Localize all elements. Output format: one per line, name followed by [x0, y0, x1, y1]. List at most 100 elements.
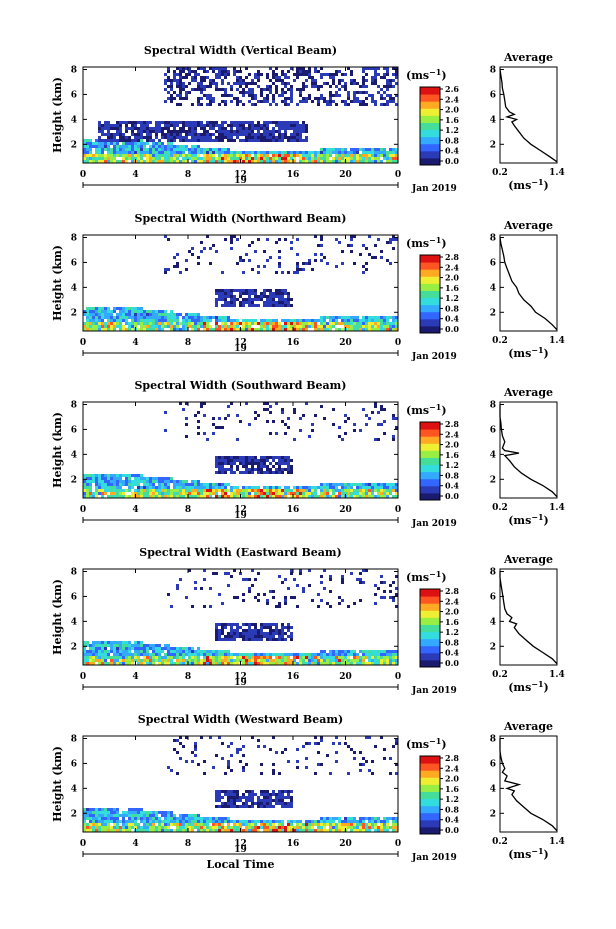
heatmap-cell: [350, 483, 353, 486]
heatmap-cell: [209, 160, 212, 163]
heatmap-cell: [305, 127, 308, 130]
heatmap-cell: [245, 130, 248, 133]
heatmap-cell: [134, 136, 137, 139]
heatmap-cell: [338, 148, 341, 151]
heatmap-cell: [134, 647, 137, 650]
heatmap-cell: [350, 148, 353, 151]
heatmap-cell: [101, 139, 104, 142]
heatmap-cell: [383, 581, 386, 584]
heatmap-cell: [233, 151, 236, 154]
heatmap-cell: [119, 325, 122, 328]
heatmap-cell: [104, 641, 107, 644]
heatmap-cell: [305, 495, 308, 498]
heatmap-cell: [185, 435, 188, 438]
heatmap-cell: [167, 127, 170, 130]
heatmap-cell: [218, 160, 221, 163]
heatmap-cell: [275, 325, 278, 328]
heatmap-cell: [341, 492, 344, 495]
heatmap-cell: [155, 814, 158, 817]
heatmap-cell: [107, 160, 110, 163]
heatmap-cell: [200, 650, 203, 653]
heatmap-cell: [326, 486, 329, 489]
heatmap-cell: [311, 656, 314, 659]
heatmap-cell: [296, 136, 299, 139]
heatmap-cell: [164, 492, 167, 495]
heatmap-cell: [383, 328, 386, 331]
heatmap-cell: [254, 73, 257, 76]
heatmap-cell: [308, 492, 311, 495]
heatmap-cell: [209, 319, 212, 322]
heatmap-cell: [170, 605, 173, 608]
heatmap-cell: [302, 127, 305, 130]
side-y-tick-label: 4: [490, 450, 496, 460]
heatmap-cell: [200, 127, 203, 130]
heatmap-cell: [242, 492, 245, 495]
heatmap-cell: [110, 483, 113, 486]
heatmap-cell: [104, 160, 107, 163]
heatmap-cell: [227, 414, 230, 417]
heatmap-cell: [254, 629, 257, 632]
heatmap-cell: [299, 659, 302, 662]
heatmap-cell: [167, 593, 170, 596]
heatmap-cell: [347, 656, 350, 659]
heatmap-cell: [188, 569, 191, 572]
heatmap-cell: [242, 632, 245, 635]
heatmap-cell: [164, 313, 167, 316]
heatmap-cell: [254, 638, 257, 641]
heatmap-cell: [197, 154, 200, 157]
heatmap-cell: [386, 656, 389, 659]
heatmap-cell: [176, 489, 179, 492]
heatmap-cell: [395, 103, 398, 106]
heatmap-cell: [206, 130, 209, 133]
heatmap-cell: [191, 495, 194, 498]
heatmap-cell: [101, 127, 104, 130]
heatmap-cell: [275, 271, 278, 274]
heatmap-cell: [272, 82, 275, 85]
heatmap-cell: [281, 802, 284, 805]
heatmap-cell: [113, 307, 116, 310]
heatmap-cell: [311, 829, 314, 832]
colorbar-swatch: [420, 805, 440, 814]
heatmap-cell: [338, 82, 341, 85]
heatmap-cell: [233, 328, 236, 331]
heatmap-cell: [158, 826, 161, 829]
heatmap-cell: [104, 474, 107, 477]
heatmap-cell: [134, 124, 137, 127]
heatmap-cell: [386, 662, 389, 665]
heatmap-cell: [395, 653, 398, 656]
heatmap-cell: [311, 599, 314, 602]
heatmap-cell: [338, 94, 341, 97]
heatmap-cell: [266, 328, 269, 331]
heatmap-cell: [119, 486, 122, 489]
x-tick-label: 0: [395, 839, 401, 849]
heatmap-cell: [206, 139, 209, 142]
heatmap-cell: [287, 462, 290, 465]
heatmap-cell: [212, 423, 215, 426]
heatmap-cell: [92, 319, 95, 322]
heatmap-cell: [221, 136, 224, 139]
heatmap-cell: [116, 826, 119, 829]
heatmap-cell: [308, 160, 311, 163]
heatmap-cell: [266, 623, 269, 626]
heatmap-cell: [107, 145, 110, 148]
heatmap-cell: [359, 486, 362, 489]
heatmap-cell: [320, 486, 323, 489]
heatmap-cell: [170, 817, 173, 820]
heatmap-cell: [83, 480, 86, 483]
heatmap-cell: [380, 581, 383, 584]
heatmap-cell: [194, 322, 197, 325]
heatmap-cell: [392, 581, 395, 584]
heatmap-cell: [143, 486, 146, 489]
heatmap-cell: [305, 100, 308, 103]
heatmap-cell: [320, 829, 323, 832]
heatmap-cell: [113, 480, 116, 483]
heatmap-cell: [284, 82, 287, 85]
heatmap-cell: [395, 650, 398, 653]
heatmap-cell: [281, 468, 284, 471]
heatmap-cell: [149, 829, 152, 832]
heatmap-cell: [86, 823, 89, 826]
heatmap-cell: [263, 157, 266, 160]
y-tick-label: 4: [71, 115, 77, 125]
heatmap-cell: [164, 647, 167, 650]
heatmap-cell: [314, 235, 317, 238]
